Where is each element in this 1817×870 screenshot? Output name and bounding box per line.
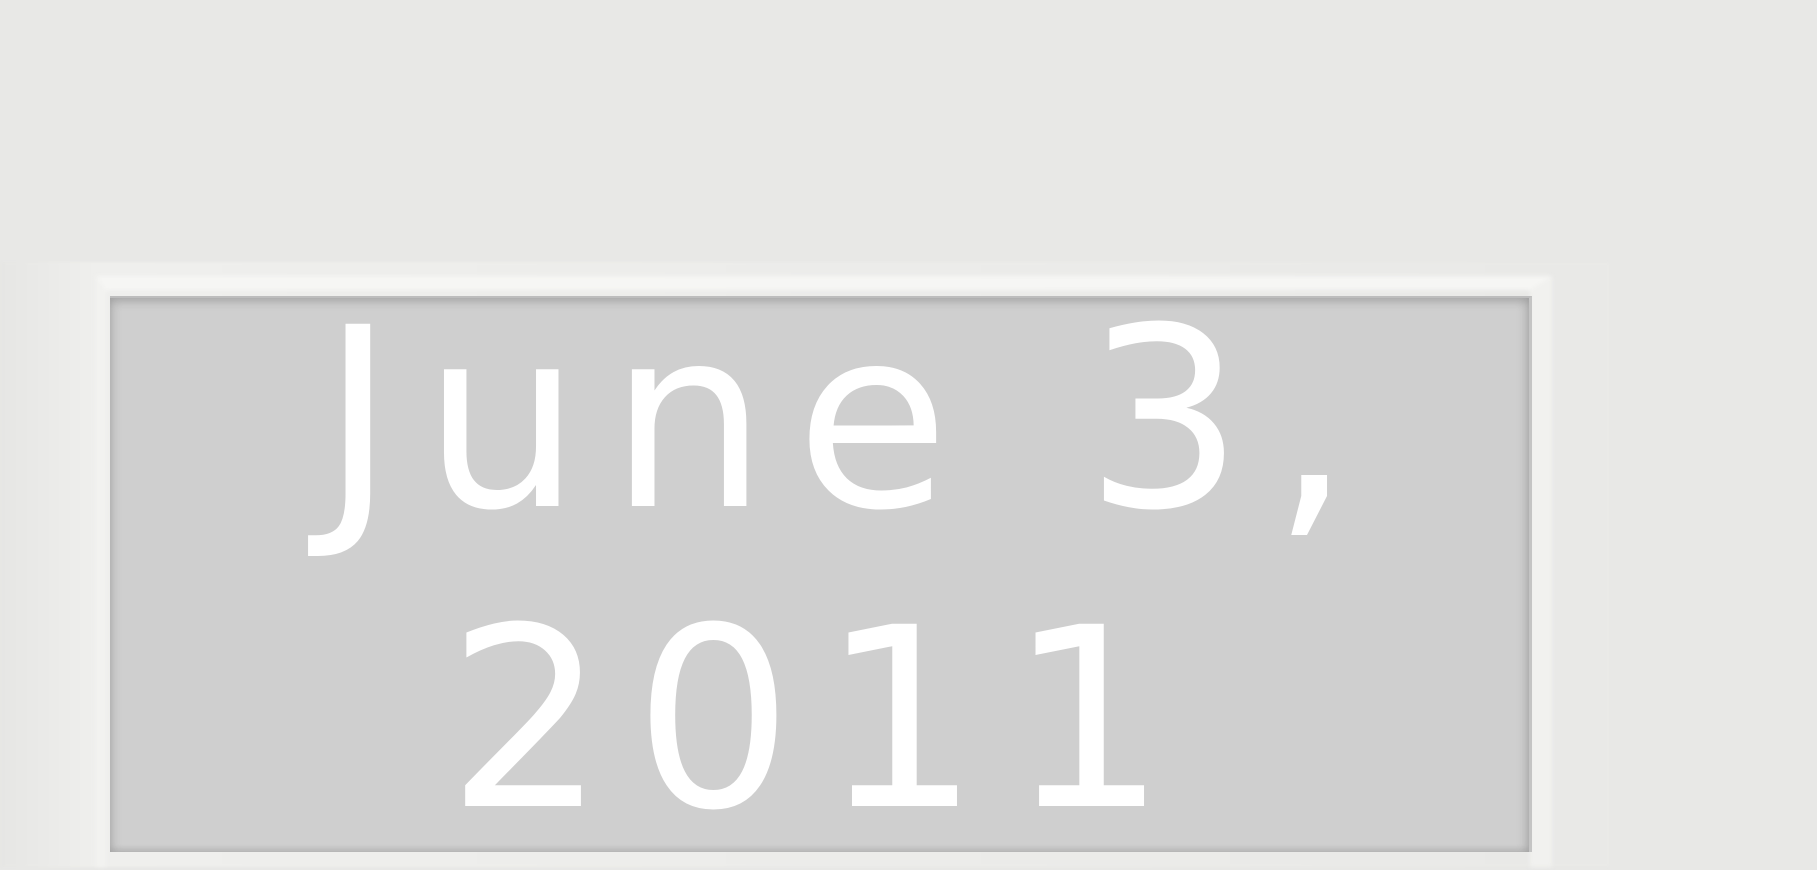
date-line-year: 2011 [446,574,1196,865]
date-line-month-day: June 3, [321,274,1380,565]
date-label: June 3, 2011 [321,270,1380,870]
date-display: June 3, 2011 [110,274,1532,865]
date-panel [110,296,1532,852]
frame-border [96,276,1552,867]
